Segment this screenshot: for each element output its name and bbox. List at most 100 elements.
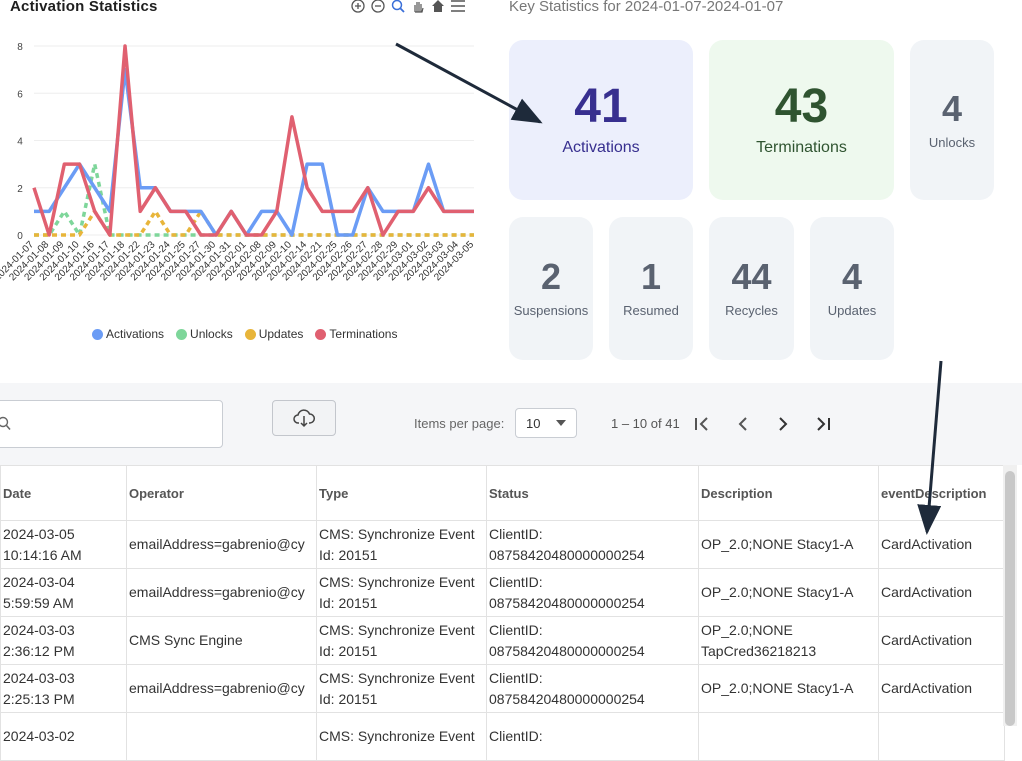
cell-status: ClientID: 08758420480000000254 (486, 664, 699, 713)
cell-description: OP_2.0;NONE TapCred36218213 (698, 616, 879, 665)
activations-count: 41 (574, 80, 628, 133)
terminations-label: Terminations (756, 139, 847, 156)
cell-event-description: CardActivation (878, 568, 1005, 617)
unlocks-label: Unlocks (928, 134, 976, 150)
legend-marker (92, 328, 103, 340)
card-resumed: 1 Resumed (609, 217, 693, 360)
y-tick-label: 8 (17, 42, 23, 53)
cell-type: CMS: Synchronize Event (316, 712, 487, 761)
legend-item-updates[interactable]: Updates (244, 327, 303, 341)
legend-item-terminations[interactable]: Terminations (315, 327, 397, 341)
cell-operator: CMS Sync Engine (126, 616, 317, 665)
last-page-icon (817, 417, 830, 431)
suspensions-count: 2 (540, 256, 562, 297)
first-page-icon (695, 417, 708, 431)
column-header-date[interactable]: Date (0, 465, 127, 521)
cell-description: OP_2.0;NONE Stacy1-A (698, 520, 879, 569)
legend-item-unlocks[interactable]: Unlocks (176, 327, 233, 341)
column-header-status[interactable]: Status (486, 465, 699, 521)
cell-status: ClientID: 08758420480000000254 (486, 520, 699, 569)
menu-icon[interactable] (450, 0, 466, 14)
cell-type: CMS: Synchronize Event Id: 20151 (316, 568, 487, 617)
y-tick-label: 0 (17, 231, 23, 242)
y-tick-label: 6 (17, 89, 23, 100)
pagination-range: 1 – 10 of 41 (611, 416, 680, 431)
events-table: Date Operator Type Status Description ev… (0, 465, 1005, 761)
home-icon[interactable] (430, 0, 446, 14)
chevron-left-icon (738, 417, 747, 431)
column-header-event-description[interactable]: eventDescription (878, 465, 1005, 521)
suspensions-label: Suspensions (513, 303, 589, 318)
cell-description (698, 712, 879, 761)
cell-type: CMS: Synchronize Event Id: 20151 (316, 616, 487, 665)
cell-type: CMS: Synchronize Event Id: 20151 (316, 520, 487, 569)
cell-operator: emailAddress=gabrenio@cy (126, 664, 317, 713)
table-row[interactable]: 2024-03-04 5:59:59 AM emailAddress=gabreni… (0, 568, 1005, 617)
chart-toolbar (350, 0, 466, 14)
activation-chart: 0 2 4 6 8 2024-01-072024-01-082024-01-092024… (0, 42, 476, 283)
chevron-right-icon (779, 417, 788, 431)
zoom-out-icon[interactable] (370, 0, 386, 14)
chart-series (32, 44, 474, 237)
recycles-label: Recycles (725, 303, 778, 318)
search-icon (0, 416, 11, 431)
table-row[interactable]: 2024-03-03 2:36:12 PM CMS Sync Engine CMS: … (0, 616, 1005, 665)
card-suspensions: 2 Suspensions (509, 217, 593, 360)
legend-marker (244, 328, 256, 340)
cell-description: OP_2.0;NONE Stacy1-A (698, 568, 879, 617)
cell-date: 2024-03-02 (0, 712, 127, 761)
chart-legend: Activations Unlocks Updates Terminations (92, 327, 397, 341)
cell-status: ClientID: 08758420480000000254 (486, 616, 699, 665)
dropdown-arrow-icon (556, 420, 566, 426)
download-button[interactable] (272, 400, 336, 436)
card-recycles: 44 Recycles (709, 217, 794, 360)
cell-date: 2024-03-05 10:14:16 AM (0, 520, 127, 569)
unlocks-count: 4 (941, 87, 963, 129)
x-axis-labels: 2024-01-072024-01-082024-01-092024-01-10… (0, 239, 476, 283)
resumed-label: Resumed (623, 303, 679, 318)
card-unlocks: 4 Unlocks (910, 40, 994, 200)
table-scrollbar[interactable] (1003, 465, 1017, 726)
terminations-count: 43 (774, 80, 829, 133)
resumed-count: 1 (640, 256, 662, 297)
y-tick-label: 4 (17, 137, 23, 148)
cell-event-description: CardActivation (878, 664, 1005, 713)
last-page-button[interactable] (812, 413, 834, 435)
search-input[interactable] (0, 400, 223, 448)
zoom-select-icon[interactable] (390, 0, 406, 14)
y-tick-label: 2 (17, 184, 23, 195)
cell-event-description: CardActivation (878, 616, 1005, 665)
first-page-button[interactable] (692, 413, 714, 435)
updates-count: 4 (841, 256, 863, 297)
cell-event-description (878, 712, 1005, 761)
items-per-page-select[interactable]: 10 (515, 408, 577, 438)
cell-operator (126, 712, 317, 761)
table-row[interactable]: 2024-03-03 2:25:13 PM emailAddress=gabreni… (0, 664, 1005, 713)
table-header-row: Date Operator Type Status Description ev… (0, 465, 1005, 521)
stats-title: Key Statistics for 2024-01-07-2024-01-07 (509, 0, 784, 15)
column-header-description[interactable]: Description (698, 465, 879, 521)
cell-status: ClientID: 08758420480000000254 (486, 568, 699, 617)
next-page-button[interactable] (772, 413, 794, 435)
items-per-page-label: Items per page: (414, 416, 505, 431)
column-header-operator[interactable]: Operator (126, 465, 317, 521)
cell-event-description: CardActivation (878, 520, 1005, 569)
pan-hand-icon[interactable] (410, 0, 426, 14)
legend-item-activations[interactable]: Activations (92, 327, 164, 341)
chart-grid (34, 45, 474, 236)
cell-status: ClientID: (486, 712, 699, 761)
cell-date: 2024-03-03 2:36:12 PM (0, 616, 127, 665)
table-row[interactable]: 2024-03-02 CMS: Synchronize Event ClientID… (0, 712, 1005, 761)
previous-page-button[interactable] (732, 413, 754, 435)
cell-date: 2024-03-04 5:59:59 AM (0, 568, 127, 617)
legend-marker (176, 328, 188, 340)
cell-operator: emailAddress=gabrenio@cy (126, 568, 317, 617)
column-header-type[interactable]: Type (316, 465, 487, 521)
legend-marker (315, 328, 327, 340)
y-axis-labels: 0 2 4 6 8 (17, 42, 23, 242)
zoom-in-icon[interactable] (350, 0, 366, 14)
table-row[interactable]: 2024-03-05 10:14:16 AM emailAddress=gabren… (0, 520, 1005, 569)
cloud-download-icon (293, 409, 315, 428)
cell-description: OP_2.0;NONE Stacy1-A (698, 664, 879, 713)
updates-label: Updates (827, 303, 877, 318)
